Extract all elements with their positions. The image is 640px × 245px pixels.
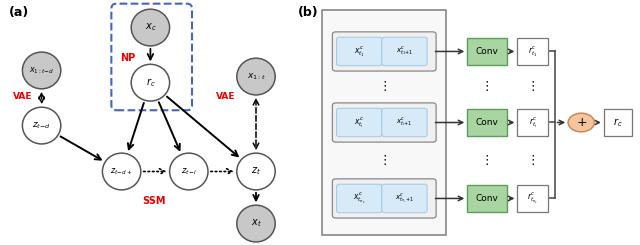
Text: ⋮: ⋮	[378, 80, 390, 94]
Text: $+$: $+$	[575, 116, 587, 129]
Circle shape	[237, 205, 275, 242]
Text: $z_{t\!-\!d+}$: $z_{t\!-\!d+}$	[111, 166, 132, 177]
Bar	[517, 109, 548, 136]
Text: VAE: VAE	[13, 92, 32, 101]
Text: ⋮: ⋮	[481, 80, 493, 94]
Text: $x_{t_i}^c$: $x_{t_i}^c$	[354, 115, 364, 130]
Text: $z_t$: $z_t$	[251, 166, 261, 177]
FancyBboxPatch shape	[382, 108, 427, 137]
Text: $x_{t_{n_c}\!+\!1}^c$: $x_{t_{n_c}\!+\!1}^c$	[395, 192, 414, 205]
Text: $r_{t_{n_c}}^c$: $r_{t_{n_c}}^c$	[527, 191, 538, 206]
Text: ⋮: ⋮	[378, 154, 390, 167]
Text: NP: NP	[120, 53, 136, 62]
Text: Conv: Conv	[476, 47, 499, 56]
Circle shape	[22, 107, 61, 144]
Bar	[322, 10, 447, 235]
FancyBboxPatch shape	[332, 103, 436, 142]
Text: VAE: VAE	[216, 92, 236, 101]
Text: (a): (a)	[9, 6, 29, 19]
Circle shape	[170, 153, 208, 190]
Bar	[517, 38, 548, 65]
Text: $r_c$: $r_c$	[613, 116, 623, 129]
Circle shape	[237, 58, 275, 95]
Circle shape	[131, 64, 170, 101]
Bar	[604, 109, 632, 136]
Text: $z_{t\!-\!i}$: $z_{t\!-\!i}$	[180, 166, 197, 177]
Bar	[467, 38, 507, 65]
Circle shape	[131, 9, 170, 46]
Text: $x_t$: $x_t$	[251, 218, 261, 230]
Bar	[467, 185, 507, 212]
Text: $z_{t\!-\!d}$: $z_{t\!-\!d}$	[32, 120, 51, 131]
Text: $x_{t_i\!+\!1}^c$: $x_{t_i\!+\!1}^c$	[396, 116, 413, 129]
FancyBboxPatch shape	[337, 184, 382, 213]
Circle shape	[237, 153, 275, 190]
Text: Conv: Conv	[476, 118, 499, 127]
Circle shape	[102, 153, 141, 190]
Bar	[517, 185, 548, 212]
Text: $x_{t_{n_c}}^c$: $x_{t_{n_c}}^c$	[353, 191, 365, 206]
Text: ⋮: ⋮	[527, 80, 539, 94]
FancyBboxPatch shape	[332, 179, 436, 218]
FancyBboxPatch shape	[382, 37, 427, 66]
Text: SSM: SSM	[142, 196, 165, 206]
FancyBboxPatch shape	[337, 108, 382, 137]
Text: $x_{t_1}^c$: $x_{t_1}^c$	[354, 44, 365, 59]
FancyBboxPatch shape	[332, 32, 436, 71]
Text: ⋮: ⋮	[481, 154, 493, 167]
FancyBboxPatch shape	[382, 184, 427, 213]
Text: $x_{1:t}$: $x_{1:t}$	[246, 71, 266, 82]
Text: $r_c$: $r_c$	[145, 76, 156, 89]
Text: $r_{t_i}^c$: $r_{t_i}^c$	[529, 115, 537, 130]
Text: (b): (b)	[298, 6, 319, 19]
Circle shape	[22, 52, 61, 89]
Bar	[467, 109, 507, 136]
Text: $x_{t_1\!+\!1}^c$: $x_{t_1\!+\!1}^c$	[396, 45, 413, 58]
Text: $x_{1:t\!-\!d}$: $x_{1:t\!-\!d}$	[29, 65, 54, 76]
Circle shape	[568, 113, 595, 132]
FancyBboxPatch shape	[337, 37, 382, 66]
Text: $x_c$: $x_c$	[145, 22, 156, 34]
Text: $r_{t_1}^c$: $r_{t_1}^c$	[528, 44, 538, 59]
Text: Conv: Conv	[476, 194, 499, 203]
Text: ⋮: ⋮	[527, 154, 539, 167]
